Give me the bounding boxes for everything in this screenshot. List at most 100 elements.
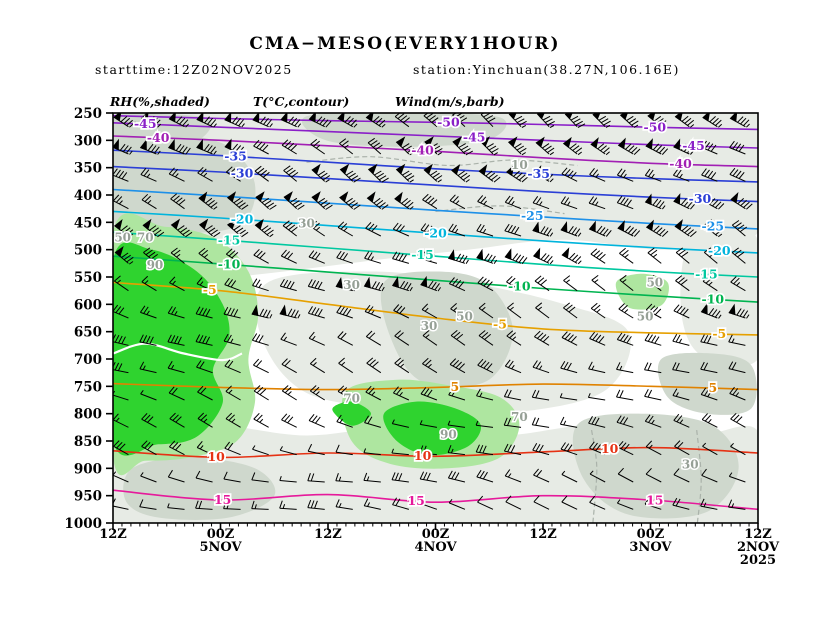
rh-shade-region xyxy=(380,271,513,388)
rh-shade-region xyxy=(657,352,757,415)
temperature-contour-label: -10 xyxy=(218,257,241,272)
rh-contour-label: 70 xyxy=(511,410,528,424)
y-axis-label: 800 xyxy=(74,407,102,423)
rh-contour-label: 70 xyxy=(343,391,360,405)
x-axis-label: 2025 xyxy=(740,553,776,568)
y-axis-label: 900 xyxy=(74,461,102,477)
y-axis-label: 950 xyxy=(74,489,102,505)
y-axis-label: 600 xyxy=(74,297,102,313)
x-axis-label: 00Z xyxy=(637,527,665,542)
temperature-contour-label: -50 xyxy=(437,115,460,130)
rh-shade-region xyxy=(680,225,758,367)
temperature-contour xyxy=(113,255,758,303)
temperature-contour-label: 10 xyxy=(601,441,619,456)
x-axis-label: 12Z xyxy=(314,527,342,542)
temperature-contour xyxy=(113,489,758,511)
wind-barb-layer xyxy=(113,113,753,510)
y-axis-label: 550 xyxy=(74,270,102,286)
y-axis-label: 650 xyxy=(74,325,102,341)
temperature-contour-label: -35 xyxy=(527,166,550,181)
temperature-contour-label: -40 xyxy=(147,130,170,145)
chart-title: CMA−MESO(EVERY1HOUR) xyxy=(249,34,561,54)
y-axis-label: 350 xyxy=(74,161,102,177)
temperature-contour xyxy=(113,149,758,183)
temperature-contour xyxy=(113,382,758,391)
x-axis-label: 00Z xyxy=(422,527,450,542)
temperature-contour xyxy=(113,135,758,168)
temperature-label-layer: -50 -50-45-45-45-40-40-40-35-35-30-30-25-… xyxy=(132,113,732,510)
x-axis-label: 00Z xyxy=(207,527,235,542)
white-contour xyxy=(113,342,243,362)
rh-contour-label: 30 xyxy=(343,278,360,292)
temperature-contour-label: -15 xyxy=(695,266,718,281)
rh-contour-label: 50 xyxy=(456,309,473,323)
temperature-contour-label: -20 xyxy=(231,211,254,226)
x-axis-label: 2NOV xyxy=(737,540,780,555)
temperature-contour-label: -45 xyxy=(463,130,486,145)
temperature-contour-label: -30 xyxy=(689,191,712,206)
temperature-contour-label: -5 xyxy=(203,282,217,297)
rh-contour-label: 10 xyxy=(511,158,528,172)
x-axis-label: 5NOV xyxy=(199,540,242,555)
rh-shade-region xyxy=(383,401,482,456)
temperature-contour-label: -35 xyxy=(224,149,247,164)
y-axis-label: 250 xyxy=(74,106,102,122)
x-axis-label: 3NOV xyxy=(629,540,672,555)
temperature-contour-label: -25 xyxy=(702,219,725,234)
y-axis-label: 850 xyxy=(74,434,102,450)
axis-layer: 2503003504004505005506006507007508008509… xyxy=(64,106,780,568)
temperature-contour xyxy=(113,210,758,254)
x-axis-label: 12Z xyxy=(529,527,557,542)
temperature-contour-label: -20 xyxy=(708,243,731,258)
rh-dashed-contour xyxy=(435,205,565,215)
temperature-contour-label: -45 xyxy=(134,116,157,131)
temperature-contour xyxy=(113,114,758,131)
y-axis-label: 500 xyxy=(74,243,102,259)
temperature-contour-label: -50 xyxy=(644,119,667,134)
rh-dashed-contour xyxy=(696,430,702,523)
temperature-contour-label: -15 xyxy=(218,232,241,247)
temperature-contour-label: -40 xyxy=(669,156,692,171)
temperature-contour xyxy=(113,281,758,336)
station-label: station:Yinchuan(38.27N,106.16E) xyxy=(413,62,680,77)
y-axis-label: 750 xyxy=(74,379,102,395)
rh-contour-label: 90 xyxy=(147,258,164,272)
y-axis-label: 450 xyxy=(74,215,102,231)
legend-wind-label: Wind(m/s,barb) xyxy=(395,94,505,109)
temperature-contour xyxy=(113,231,758,278)
temperature-contour-label: 15 xyxy=(214,492,231,507)
temperature-contour-label: -40 xyxy=(411,143,434,158)
rh-contour-label: 30 xyxy=(298,216,315,230)
rh-contour-label: 50 xyxy=(114,231,131,245)
rh-label-layer: 50 70 90 30 30 30 50 10 50 50 70 70 90 30 xyxy=(113,156,700,473)
rh-dashed-contour xyxy=(306,156,578,167)
rh-dashed-contour-layer xyxy=(306,156,702,523)
temperature-contour-label: -30 xyxy=(231,165,254,180)
temperature-contour-label: 5 xyxy=(708,380,717,395)
legend-rh-label: RH(%,shaded) xyxy=(110,94,210,109)
temperature-contour-label: 15 xyxy=(646,492,663,507)
x-axis-label: 12Z xyxy=(744,527,772,542)
rh-shade-region xyxy=(113,132,256,234)
rh-shading-layer xyxy=(113,113,758,523)
x-axis-label: 12Z xyxy=(99,527,127,542)
temperature-contour-label: -5 xyxy=(493,317,507,332)
rh-dashed-contour xyxy=(591,430,598,523)
y-axis-label: 300 xyxy=(74,133,102,149)
rh-contour-label: 50 xyxy=(646,275,663,289)
y-axis-label: 400 xyxy=(74,188,102,204)
x-axis-label: 4NOV xyxy=(414,540,457,555)
rh-contour-label: 90 xyxy=(440,427,457,441)
temperature-contour-label: -20 xyxy=(424,225,447,240)
starttime-label: starttime:12Z02NOV2025 xyxy=(95,62,293,77)
temperature-contour-label: 5 xyxy=(450,379,459,394)
rh-contour-label: 30 xyxy=(421,319,438,333)
temperature-contour-label: -25 xyxy=(521,208,544,223)
temperature-contour-label: -15 xyxy=(411,247,434,262)
temperature-contour-label: 15 xyxy=(407,493,424,508)
temperature-contour-label: -10 xyxy=(702,291,725,306)
rh-contour-label: 70 xyxy=(137,231,154,245)
temperature-contour-label: 10 xyxy=(207,449,225,464)
